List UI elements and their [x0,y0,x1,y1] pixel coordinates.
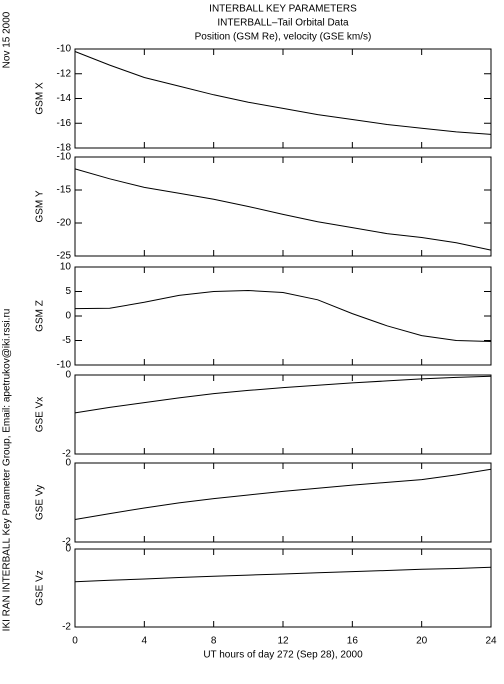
y-axis-label: GSM Z [35,300,46,332]
y-tick-label: -20 [57,218,72,229]
y-tick-label: -2 [62,537,71,548]
header-line: Position (GSM Re), velocity (GSE km/s) [195,32,372,43]
x-tick-label: 16 [347,636,359,647]
y-tick-label: 0 [65,370,71,381]
x-axis-label: UT hours of day 272 (Sep 28), 2000 [203,650,363,661]
data-line [74,168,492,251]
header-line: INTERBALL KEY PARAMETERS [209,4,357,15]
data-line [74,51,492,135]
date-label: Nov 15 2000 [2,11,13,68]
x-tick-label: 12 [277,636,289,647]
y-axis-label: GSE Vz [35,570,46,606]
y-tick-label: 10 [60,262,72,273]
x-tick-label: 4 [142,636,148,647]
y-axis-label: GSE Vx [35,397,46,433]
side-label: IKI RAN INTERBALL Key Parameter Group, E… [2,309,13,632]
y-tick-label: -10 [57,360,72,371]
y-tick-label: -12 [57,68,72,79]
y-tick-label: 5 [65,286,71,297]
y-tick-label: -2 [62,449,71,460]
y-tick-label: 0 [65,311,71,322]
y-tick-label: -25 [57,251,72,262]
data-line [74,566,492,583]
data-line [74,468,492,520]
x-tick-label: 8 [211,636,217,647]
y-axis-label: GSE Vy [35,485,46,520]
x-tick-label: 0 [72,636,78,647]
y-axis-label: GSM Y [35,190,46,222]
y-tick-label: -10 [57,44,72,55]
data-line [74,375,492,414]
y-tick-label: -18 [57,143,72,154]
y-tick-label: -16 [57,118,72,129]
y-tick-label: 0 [65,458,71,469]
x-tick-label: 20 [416,636,428,647]
y-axis-label: GSM X [35,82,46,115]
y-tick-label: 0 [65,544,71,555]
data-line [74,289,492,342]
header-line: INTERBALL–Tail Orbital Data [217,18,349,29]
y-tick-label: -2 [62,622,71,633]
y-tick-label: -5 [62,335,71,346]
x-tick-label: 24 [485,636,497,647]
y-tick-label: -15 [57,185,72,196]
y-tick-label: -14 [57,93,72,104]
y-tick-label: -10 [57,152,72,163]
